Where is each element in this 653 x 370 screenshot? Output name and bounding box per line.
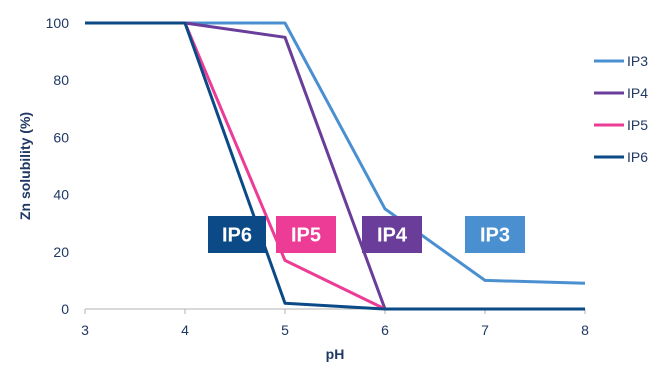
legend-label: IP5 bbox=[627, 117, 648, 133]
annotation-layer: IP6 IP5 IP4 IP3 bbox=[208, 216, 525, 253]
tag-background bbox=[465, 216, 525, 253]
tag-ip3: IP3 bbox=[465, 216, 525, 253]
x-tick-label: 5 bbox=[281, 322, 289, 338]
y-tick-label: 80 bbox=[53, 72, 69, 88]
tag-background bbox=[208, 216, 266, 253]
legend-label: IP3 bbox=[627, 53, 648, 69]
tag-label: IP5 bbox=[291, 225, 321, 247]
series-ip4-line bbox=[85, 21, 585, 311]
tag-background bbox=[276, 216, 336, 253]
tag-ip6: IP6 bbox=[208, 216, 266, 253]
tag-background bbox=[362, 216, 422, 253]
y-tick-label: 20 bbox=[53, 244, 69, 260]
x-tick-label: 8 bbox=[581, 322, 589, 338]
y-tick-label: 0 bbox=[61, 301, 69, 317]
series-ip3-line bbox=[85, 21, 586, 285]
series-ip5-line bbox=[85, 21, 585, 311]
x-axis-title: pH bbox=[326, 346, 345, 362]
tag-label: IP3 bbox=[480, 225, 510, 247]
y-tick-label: 60 bbox=[53, 129, 69, 145]
x-tick-label: 6 bbox=[381, 322, 389, 338]
legend-item-ip3: IP3 bbox=[594, 53, 648, 69]
series-ip6-line bbox=[85, 21, 585, 311]
tag-label: IP6 bbox=[222, 225, 252, 247]
x-tick-label: 4 bbox=[181, 322, 189, 338]
tag-label: IP4 bbox=[377, 225, 408, 247]
series-layer bbox=[85, 21, 586, 311]
tag-ip4: IP4 bbox=[362, 216, 422, 253]
tag-ip5: IP5 bbox=[276, 216, 336, 253]
x-tick-label: 7 bbox=[481, 322, 489, 338]
legend-item-ip5: IP5 bbox=[594, 117, 648, 133]
legend-item-ip4: IP4 bbox=[594, 85, 648, 101]
y-axis-title: Zn solubility (%) bbox=[17, 112, 33, 220]
y-tick-label: 40 bbox=[53, 187, 69, 203]
legend-item-ip6: IP6 bbox=[594, 149, 648, 165]
y-tick-label: 100 bbox=[46, 15, 70, 31]
legend-label: IP6 bbox=[627, 149, 648, 165]
legend-label: IP4 bbox=[627, 85, 648, 101]
x-tick-label: 3 bbox=[81, 322, 89, 338]
legend: IP3 IP4 IP5 IP6 bbox=[594, 53, 648, 165]
